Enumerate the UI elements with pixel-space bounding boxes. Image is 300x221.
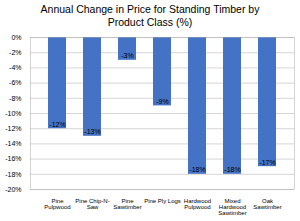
svg-text:-14%: -14%	[5, 140, 21, 147]
svg-text:-18%: -18%	[5, 171, 21, 178]
svg-text:0%: 0%	[11, 34, 21, 41]
svg-text:-10%: -10%	[5, 110, 21, 117]
svg-text:-18%: -18%	[224, 166, 240, 173]
svg-text:-12%: -12%	[5, 125, 21, 132]
svg-text:HardwoodPulpwood: HardwoodPulpwood	[184, 198, 211, 210]
svg-text:PineSawtimber: PineSawtimber	[113, 198, 141, 210]
html-text:Annual Change in Price for Sta: Annual Change in Price for Standing Timb…	[40, 3, 260, 28]
svg-text:-9%: -9%	[156, 98, 168, 105]
svg-text:-3%: -3%	[121, 52, 133, 59]
svg-text:-17%: -17%	[259, 159, 275, 166]
svg-text:-18%: -18%	[189, 166, 205, 173]
svg-text:-6%: -6%	[9, 79, 21, 86]
svg-text:-4%: -4%	[9, 64, 21, 71]
svg-text:-12%: -12%	[49, 121, 65, 128]
svg-text:Pine Chip-N-Saw: Pine Chip-N-Saw	[75, 198, 109, 210]
svg-text:Pine Ply Logs: Pine Ply Logs	[144, 198, 181, 204]
svg-text:OakSawtimber: OakSawtimber	[253, 198, 281, 210]
svg-text:-2%: -2%	[9, 49, 21, 56]
svg-text:PinePulpwood: PinePulpwood	[44, 198, 70, 210]
svg-text:-16%: -16%	[5, 155, 21, 162]
svg-text:MixedHardwoodSawtimber: MixedHardwoodSawtimber	[218, 198, 246, 216]
svg-text:-20%: -20%	[5, 186, 21, 193]
svg-text:-13%: -13%	[84, 128, 100, 135]
svg-text:-8%: -8%	[9, 95, 21, 102]
